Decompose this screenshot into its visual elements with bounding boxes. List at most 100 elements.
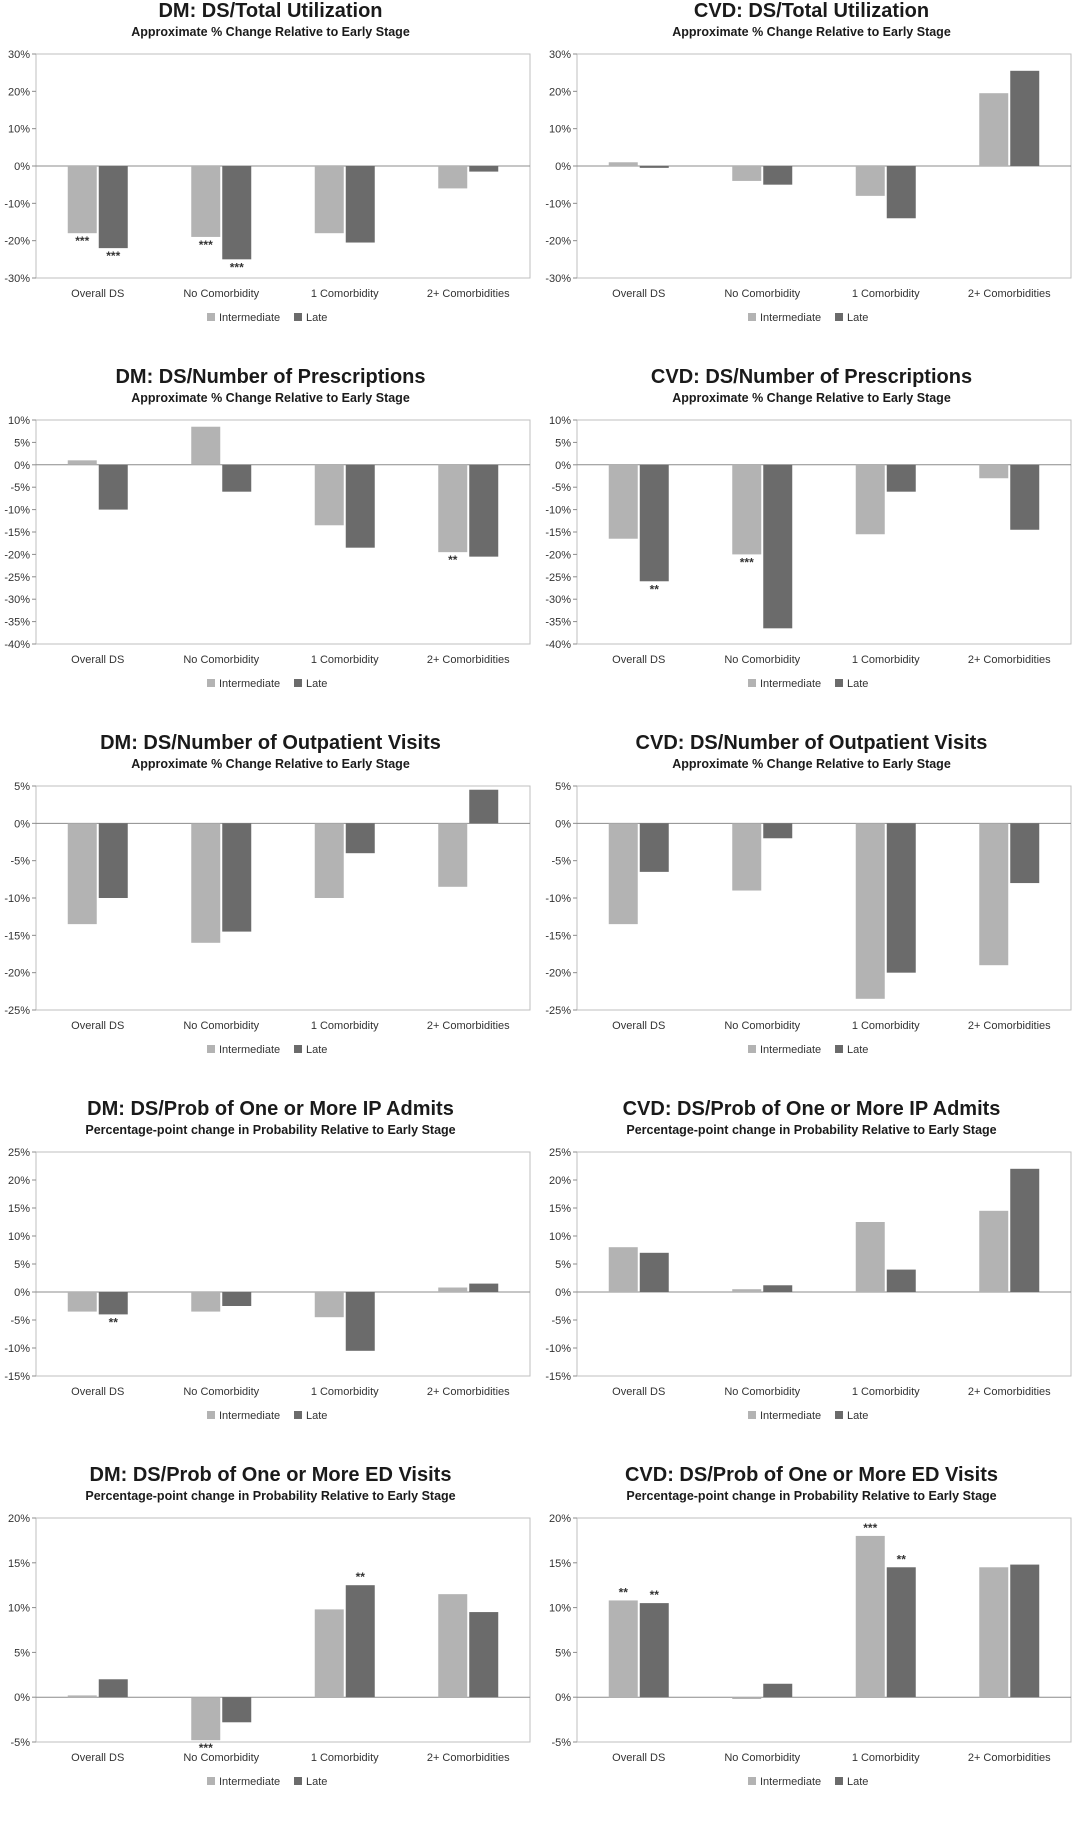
chart-subtitle: Percentage-point change in Probability R… — [626, 1123, 997, 1137]
legend-label: Late — [847, 312, 868, 324]
significance-label: *** — [106, 249, 120, 263]
legend-label: Late — [306, 312, 327, 324]
bar-intermediate — [979, 1567, 1009, 1698]
y-tick-label: 0% — [14, 460, 30, 472]
y-tick-label: -15% — [4, 1371, 30, 1383]
chart-panel: CVD: DS/Prob of One or More IP Admits Per… — [541, 1098, 1082, 1464]
plot-area — [35, 1517, 531, 1743]
x-category-label: 1 Comorbidity — [852, 1020, 920, 1032]
bar-late — [886, 823, 916, 973]
bar-late — [469, 1283, 499, 1292]
y-tick-label: 10% — [549, 415, 571, 427]
bar-intermediate — [67, 823, 97, 925]
x-category-label: 2+ Comorbidities — [427, 1020, 510, 1032]
bar-late — [639, 1603, 669, 1698]
significance-label: ** — [356, 1570, 366, 1584]
bar-late — [886, 166, 916, 219]
y-tick-label: 0% — [555, 1692, 571, 1704]
x-category-label: Overall DS — [71, 1020, 124, 1032]
y-tick-label: -30% — [4, 594, 30, 606]
legend-label: Intermediate — [760, 1410, 821, 1422]
legend-swatch — [207, 313, 215, 321]
plot-area — [576, 1517, 1072, 1743]
bar-late — [763, 464, 793, 629]
x-category-label: Overall DS — [71, 1386, 124, 1398]
bar-intermediate — [314, 823, 344, 898]
chart-title: CVD: DS/Total Utilization — [693, 0, 930, 22]
y-tick-label: -15% — [4, 930, 30, 942]
y-tick-label: 10% — [8, 1231, 30, 1243]
chart-plot: 30% 20% 10% 0% -10% -20% -30% *** *** Overall DS *… — [4, 49, 531, 324]
bar-intermediate — [438, 464, 468, 553]
legend-swatch — [207, 1411, 215, 1419]
bar-late — [98, 823, 128, 898]
y-tick-label: -5% — [10, 1737, 30, 1749]
y-tick-label: -25% — [4, 1005, 30, 1017]
chart-subtitle: Approximate % Change Relative to Early S… — [672, 391, 951, 405]
y-tick-label: 15% — [549, 1558, 571, 1570]
chart-panel: CVD: DS/Number of Prescriptions Approxima… — [541, 366, 1082, 732]
y-tick-label: 20% — [8, 1175, 30, 1187]
y-tick-label: -25% — [545, 1005, 571, 1017]
x-category-label: 1 Comorbidity — [852, 1386, 920, 1398]
chart-subtitle: Approximate % Change Relative to Early S… — [672, 25, 951, 39]
x-category-label: Overall DS — [71, 654, 124, 666]
y-tick-label: 10% — [8, 1603, 30, 1615]
bar-late — [763, 823, 793, 839]
bar-intermediate — [314, 1292, 344, 1318]
chart-title: DM: DS/Number of Prescriptions — [115, 366, 426, 388]
significance-label: ** — [109, 1315, 119, 1329]
bar-late — [1010, 464, 1040, 530]
chart-plot: 10% 5% 0% -5% -10% -15% -20% -25% -30% -35% -40% **… — [545, 415, 1072, 690]
bar-intermediate — [855, 464, 885, 535]
bar-intermediate — [855, 1535, 885, 1698]
bar-late — [222, 823, 252, 932]
y-tick-label: 20% — [8, 86, 30, 98]
x-category-label: Overall DS — [71, 1752, 124, 1764]
bar-late — [345, 823, 375, 854]
chart-panel: DM: DS/Prob of One or More IP Admits Perc… — [0, 1098, 541, 1464]
x-category-label: Overall DS — [612, 1752, 665, 1764]
y-tick-label: 5% — [555, 437, 571, 449]
legend-swatch — [748, 1045, 756, 1053]
y-tick-label: 0% — [555, 161, 571, 173]
chart-title: CVD: DS/Number of Outpatient Visits — [635, 732, 988, 754]
bar-late — [469, 1612, 499, 1698]
y-tick-label: -5% — [10, 856, 30, 868]
x-category-label: Overall DS — [612, 1020, 665, 1032]
chart-panel: DM: DS/Total Utilization Approximate % Ch… — [0, 0, 541, 366]
legend-label: Late — [847, 1410, 868, 1422]
y-tick-label: 10% — [8, 124, 30, 136]
y-tick-label: 0% — [555, 1287, 571, 1299]
legend-swatch — [207, 1045, 215, 1053]
bar-late — [222, 1697, 252, 1723]
legend-label: Late — [306, 1776, 327, 1788]
bar-intermediate — [438, 166, 468, 189]
y-tick-label: -20% — [4, 968, 30, 980]
chart-title: DM: DS/Number of Outpatient Visits — [100, 732, 441, 754]
chart-panel: DM: DS/Prob of One or More ED Visits Perc… — [0, 1464, 541, 1830]
chart-title: CVD: DS/Prob of One or More ED Visits — [624, 1464, 999, 1486]
y-tick-label: -10% — [4, 1343, 30, 1355]
bar-late — [345, 1292, 375, 1351]
legend-swatch — [835, 1045, 843, 1053]
legend-label: Intermediate — [760, 678, 821, 690]
x-category-label: No Comorbidity — [183, 1386, 259, 1398]
bar-intermediate — [191, 1292, 221, 1312]
significance-label: ** — [448, 553, 458, 567]
legend-label: Intermediate — [219, 312, 280, 324]
bar-late — [469, 166, 499, 172]
bar-intermediate — [979, 93, 1009, 166]
significance-label: *** — [863, 1521, 877, 1535]
significance-label: ** — [897, 1552, 907, 1566]
y-tick-label: -35% — [545, 617, 571, 629]
y-tick-label: 10% — [8, 415, 30, 427]
x-category-label: No Comorbidity — [724, 1020, 800, 1032]
legend-swatch — [207, 1777, 215, 1785]
x-category-label: 2+ Comorbidities — [968, 288, 1051, 300]
bar-intermediate — [67, 1292, 97, 1312]
legend-swatch — [835, 1777, 843, 1785]
x-category-label: 1 Comorbidity — [852, 1752, 920, 1764]
y-tick-label: 5% — [14, 781, 30, 793]
y-tick-label: -5% — [551, 1315, 571, 1327]
